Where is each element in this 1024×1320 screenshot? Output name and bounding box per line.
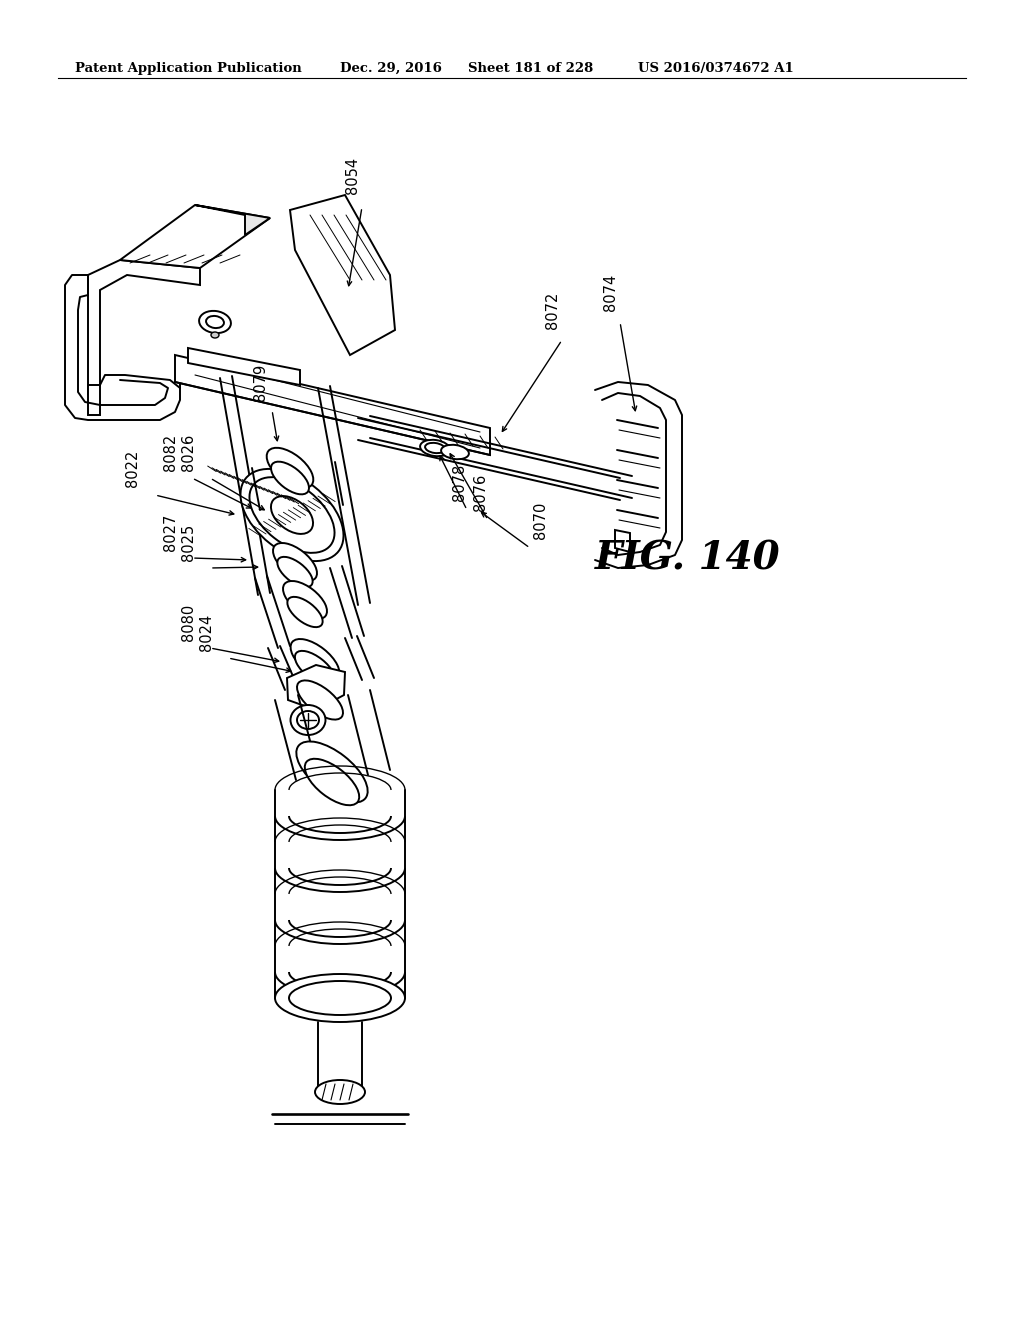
Ellipse shape	[206, 315, 224, 329]
Text: 8076: 8076	[473, 474, 488, 511]
Text: 8027: 8027	[163, 513, 178, 550]
Ellipse shape	[275, 974, 406, 1022]
Ellipse shape	[289, 981, 391, 1015]
Text: 8070: 8070	[534, 502, 548, 539]
Text: 8080: 8080	[181, 603, 196, 640]
Text: 8024: 8024	[199, 614, 214, 651]
Text: Dec. 29, 2016: Dec. 29, 2016	[340, 62, 442, 75]
Ellipse shape	[291, 705, 326, 735]
Ellipse shape	[305, 759, 359, 805]
Polygon shape	[195, 205, 270, 235]
Text: 8022: 8022	[125, 449, 140, 487]
Ellipse shape	[199, 312, 231, 333]
Polygon shape	[88, 260, 200, 395]
Ellipse shape	[271, 462, 309, 495]
Ellipse shape	[296, 742, 368, 803]
Polygon shape	[287, 665, 345, 710]
Ellipse shape	[273, 543, 317, 581]
Polygon shape	[615, 531, 630, 552]
Ellipse shape	[250, 477, 335, 553]
Polygon shape	[290, 195, 395, 355]
Ellipse shape	[297, 680, 343, 719]
Text: 8079: 8079	[253, 363, 268, 401]
Text: FIG. 140: FIG. 140	[595, 539, 781, 577]
Text: 8026: 8026	[181, 433, 196, 471]
Ellipse shape	[420, 440, 450, 457]
Ellipse shape	[297, 711, 319, 729]
Ellipse shape	[241, 469, 343, 561]
Text: 8074: 8074	[603, 273, 618, 310]
Text: 8078: 8078	[452, 463, 467, 500]
Polygon shape	[188, 348, 300, 385]
Polygon shape	[120, 205, 270, 268]
Ellipse shape	[266, 447, 313, 488]
Ellipse shape	[425, 442, 444, 453]
Ellipse shape	[295, 651, 335, 685]
Ellipse shape	[291, 639, 339, 681]
Text: 8082: 8082	[163, 433, 178, 471]
Polygon shape	[175, 355, 490, 455]
Text: 8025: 8025	[181, 523, 196, 561]
Ellipse shape	[278, 557, 312, 587]
Ellipse shape	[315, 1080, 365, 1104]
Ellipse shape	[271, 496, 313, 533]
Text: 8054: 8054	[345, 157, 360, 194]
Text: US 2016/0374672 A1: US 2016/0374672 A1	[638, 62, 794, 75]
Ellipse shape	[211, 333, 219, 338]
Text: 8072: 8072	[545, 292, 560, 329]
Ellipse shape	[441, 445, 469, 459]
Text: Sheet 181 of 228: Sheet 181 of 228	[468, 62, 593, 75]
Text: Patent Application Publication: Patent Application Publication	[75, 62, 302, 75]
Polygon shape	[88, 385, 100, 414]
Ellipse shape	[288, 597, 323, 627]
Ellipse shape	[283, 581, 327, 619]
